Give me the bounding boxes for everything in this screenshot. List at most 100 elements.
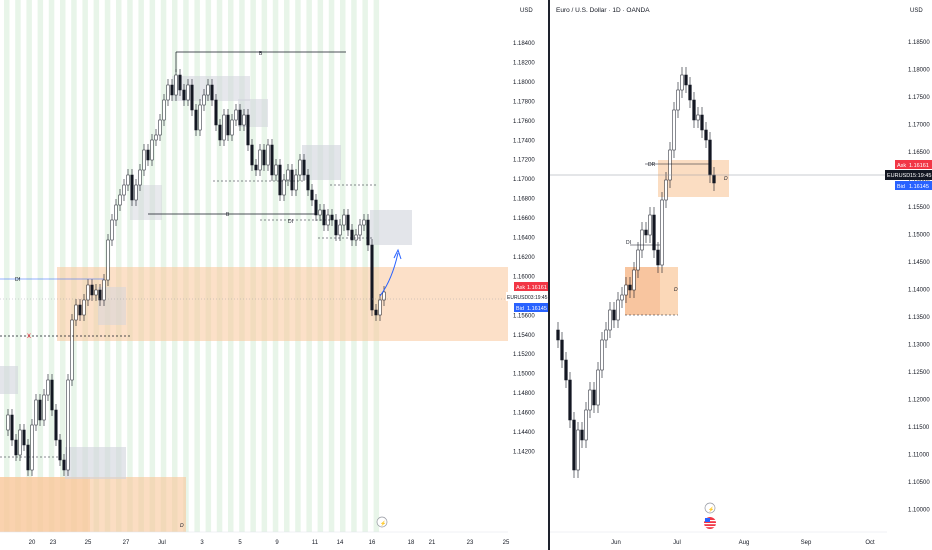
session-stripe (261, 0, 268, 532)
candle-body (262, 149, 266, 166)
time-tick-label: 5 (238, 540, 242, 546)
candle-body (704, 129, 708, 141)
candle-body (592, 389, 596, 406)
session-stripe (228, 0, 234, 532)
time-tick-label: Aug (739, 540, 750, 546)
price-tick-label: 1.11000 (908, 453, 930, 459)
lightning-icon[interactable]: ⚡ (704, 502, 716, 514)
candle-body (54, 409, 58, 441)
price-tick-label: 1.14600 (513, 411, 535, 417)
candle-body (580, 429, 584, 441)
session-stripe (250, 0, 256, 532)
left-chart-panel[interactable]: USD 1.18400 1.18200 1.18000 1.17800 1.17600 1… (0, 0, 548, 550)
candle-body (198, 104, 202, 131)
candle-body (130, 174, 134, 201)
price-tick-label: 1.16000 (908, 178, 930, 184)
svg-text:⚡: ⚡ (380, 520, 386, 527)
gray-box (302, 145, 341, 180)
price-tick-label: 1.16500 (908, 150, 930, 156)
time-tick-label: 27 (123, 540, 130, 546)
supply-demand-zones (0, 76, 512, 532)
candle-body (242, 114, 246, 126)
panel-divider[interactable] (548, 0, 550, 550)
candle-body (274, 164, 278, 176)
candle-body (182, 89, 186, 101)
ask-label: Ask (516, 285, 525, 291)
session-stripe (362, 0, 368, 532)
candle-body (632, 269, 636, 291)
time-tick-label: 23 (467, 540, 474, 546)
candle-body (230, 119, 234, 136)
us-flag-icon[interactable] (704, 517, 716, 529)
session-stripe (37, 0, 44, 532)
time-tick-label: Sep (801, 540, 812, 546)
session-stripe (340, 0, 346, 532)
currency-label: USD (910, 8, 923, 14)
candle-body (210, 84, 214, 101)
candle-body (302, 159, 306, 176)
candle-body (334, 219, 338, 236)
candle-body (258, 149, 262, 171)
structure-lines (550, 163, 887, 316)
session-stripe (60, 0, 66, 532)
candle-body (42, 394, 46, 421)
candle-body (298, 159, 302, 176)
candle-body (190, 84, 194, 111)
session-stripe (284, 0, 290, 532)
candle-body (142, 149, 146, 171)
session-stripe (295, 0, 301, 532)
candle-body (656, 249, 660, 266)
candle-body (306, 174, 310, 191)
candle-body (282, 179, 286, 196)
candle-body (86, 284, 90, 301)
time-tick-label: 11 (312, 540, 319, 546)
candle-body (556, 329, 560, 341)
time-tick-label: 3 (200, 540, 204, 546)
price-tick-label: 1.17800 (513, 99, 535, 105)
time-axis[interactable] (0, 532, 508, 550)
ask-price: 1.16161 (909, 163, 929, 169)
candle-body (696, 114, 700, 121)
price-tick-label: 1.17400 (513, 138, 535, 144)
candle-body (178, 74, 182, 91)
candle-body (568, 379, 572, 421)
bid-label: Bid (897, 184, 905, 190)
time-axis[interactable] (550, 532, 887, 550)
right-price-chart[interactable]: Euro / U.S. Dollar · 1D · OANDA USD 1.18… (550, 0, 932, 550)
time-tick-label: 25 (503, 540, 510, 546)
candle-body (118, 194, 122, 206)
candle-body (350, 229, 354, 241)
candle-body (374, 309, 378, 316)
left-price-chart[interactable]: USD 1.184001.182001.180001.178001.176001… (0, 0, 548, 550)
price-tick-label: 1.15500 (908, 205, 930, 211)
price-tick-label: 1.17200 (513, 158, 535, 164)
bid-label: Bid (516, 306, 524, 312)
gray-box (98, 287, 126, 325)
candle-body (620, 294, 624, 301)
candle-body (342, 214, 346, 226)
right-chart-panel[interactable]: Euro / U.S. Dollar · 1D · OANDA USD 1.18… (550, 0, 932, 550)
df-label: DR (648, 162, 656, 168)
candle-body (676, 89, 680, 111)
candle-body (58, 439, 62, 461)
candle-body (98, 289, 102, 301)
time-tick-label: 23 (50, 540, 57, 546)
price-tick-label: 1.10500 (908, 480, 930, 486)
session-stripe (239, 0, 245, 532)
lightning-icon[interactable]: ⚡ (376, 516, 388, 528)
session-stripe (317, 0, 324, 532)
candle-body (318, 209, 322, 216)
candle-body (266, 144, 270, 166)
price-axis[interactable] (887, 0, 932, 550)
price-tick-label: 1.14800 (513, 391, 535, 397)
di-label: DI (626, 240, 631, 246)
candle-body (660, 199, 664, 266)
time-axis-ticks: 20 23 25 27 Jul 3 5 9 11 14 16 18 21 23 25 (29, 540, 510, 546)
price-axis[interactable] (508, 0, 548, 550)
chart-title: Euro / U.S. Dollar · 1D · OANDA (556, 7, 650, 14)
session-stripe (183, 0, 189, 532)
projection-arrow (379, 248, 402, 297)
session-stripe (205, 0, 212, 532)
candle-body (370, 244, 374, 311)
price-tick-label: 1.16000 (513, 274, 535, 280)
